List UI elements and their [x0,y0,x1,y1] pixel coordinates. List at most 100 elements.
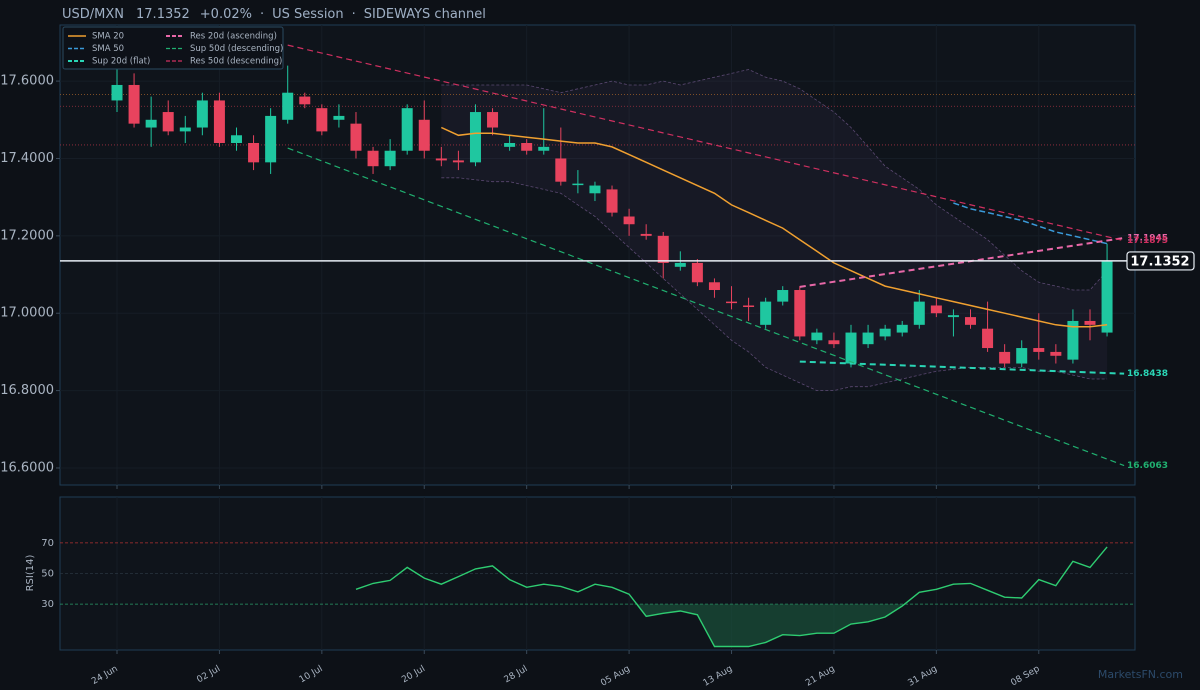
candle-body [811,332,823,341]
candle-body [879,328,891,337]
candle-body [248,142,260,163]
candle-body [999,351,1011,364]
y-tick-label: 70 [41,538,54,549]
indicator-line [440,126,1108,328]
candle-body [589,185,601,194]
candle-body [1084,320,1096,325]
candle-body [743,305,755,307]
x-tick-label: 02 Jul [195,664,222,685]
trendline-end-label: 16.6063 [1127,461,1168,471]
legend-label: Sup 20d (flat) [92,57,150,67]
candle-body [845,332,857,364]
candle-body [947,315,959,318]
legend-label: SMA 50 [92,44,124,54]
x-tick-label: 10 Jul [298,664,325,685]
x-tick-label: 13 Aug [702,664,735,689]
candle-body [555,158,567,182]
candle-body [691,262,703,283]
price-panel [59,24,1136,486]
separator: · [260,7,264,22]
candle-body [111,84,123,101]
candle-body [265,115,277,163]
candle-body [794,290,806,337]
candle-body [521,142,533,151]
y-tick-label: 16.8000 [0,383,54,398]
candle-body [623,216,635,225]
candle-body [282,92,294,120]
trendline-end-label: 16.8438 [1127,369,1168,379]
candle-body [487,112,499,128]
candle-body [965,317,976,325]
candle-body [538,146,550,151]
candle-body [384,150,396,167]
price-label: 17.1352 [1130,254,1189,269]
candle-body [726,301,738,304]
candle-body [1101,260,1113,333]
candle-body [982,328,994,349]
candle-body [708,282,720,291]
candle-body [777,290,789,302]
rsi-axis-label: RSI(14) [25,555,36,592]
candle-body [367,150,379,167]
y-tick-label: 17.6000 [0,74,54,89]
x-tick-label: 24 Jun [90,664,120,687]
candle-body [674,262,686,267]
candle-body [469,112,481,163]
candle-body [333,115,345,120]
band-edge [441,177,1108,391]
candle-body [128,84,140,124]
band-edge [441,69,1108,291]
candle-body [350,123,362,151]
candle-body [657,235,669,263]
change: +0.02% [200,7,252,22]
candle-body [828,340,840,345]
watermark: MarketsFN.com [1098,668,1183,681]
x-tick-label: 20 Jul [400,664,427,685]
channel: SIDEWAYS channel [364,7,486,22]
trendline-end-label: 17.1875 [1127,236,1168,246]
candle-body [1016,348,1028,364]
y-tick-label: 17.0000 [0,306,54,321]
y-tick-label: 17.4000 [0,151,54,166]
candle-body [316,108,328,132]
candle-body [299,96,311,105]
trendline [799,360,1125,375]
candle-body [145,119,157,128]
rsi-line [355,546,1108,648]
x-tick-label: 21 Aug [804,664,837,689]
legend-label: Res 20d (ascending) [190,32,277,42]
y-tick-label: 30 [41,599,54,610]
oversold-fill [355,604,1108,647]
symbol: USD/MXN [62,7,124,22]
candle-body [418,119,430,151]
candle-body [896,324,908,333]
candle-body [504,142,516,147]
price: 17.1352 [136,7,190,22]
trendline [287,44,1125,242]
candle-body [435,158,447,161]
candle-body [1033,348,1045,352]
header: USD/MXN 17.1352 +0.02% · US Session · SIDEWAYS… [62,7,486,22]
session: US Session [272,7,344,22]
candle-body [913,301,925,325]
candle-body [452,160,464,163]
candle-body [1067,320,1079,360]
x-tick-label: 08 Sep [1009,664,1041,688]
y-tick-label: 50 [41,569,54,580]
separator: · [352,7,356,22]
candle-body [1050,351,1062,356]
candle-body [162,112,174,132]
trendline-end-label: 17.1945 [1127,233,1168,243]
candle-body [930,305,942,314]
candle-body [230,135,242,143]
candle-body [213,100,225,143]
candle-body [640,233,652,236]
candle-body [760,301,772,325]
candle-body [401,108,413,151]
candle-body [179,127,191,132]
y-tick-label: 16.6000 [0,460,54,475]
candle-body [196,100,208,128]
x-tick-label: 31 Aug [906,664,939,689]
x-tick-label: 05 Aug [599,664,632,689]
